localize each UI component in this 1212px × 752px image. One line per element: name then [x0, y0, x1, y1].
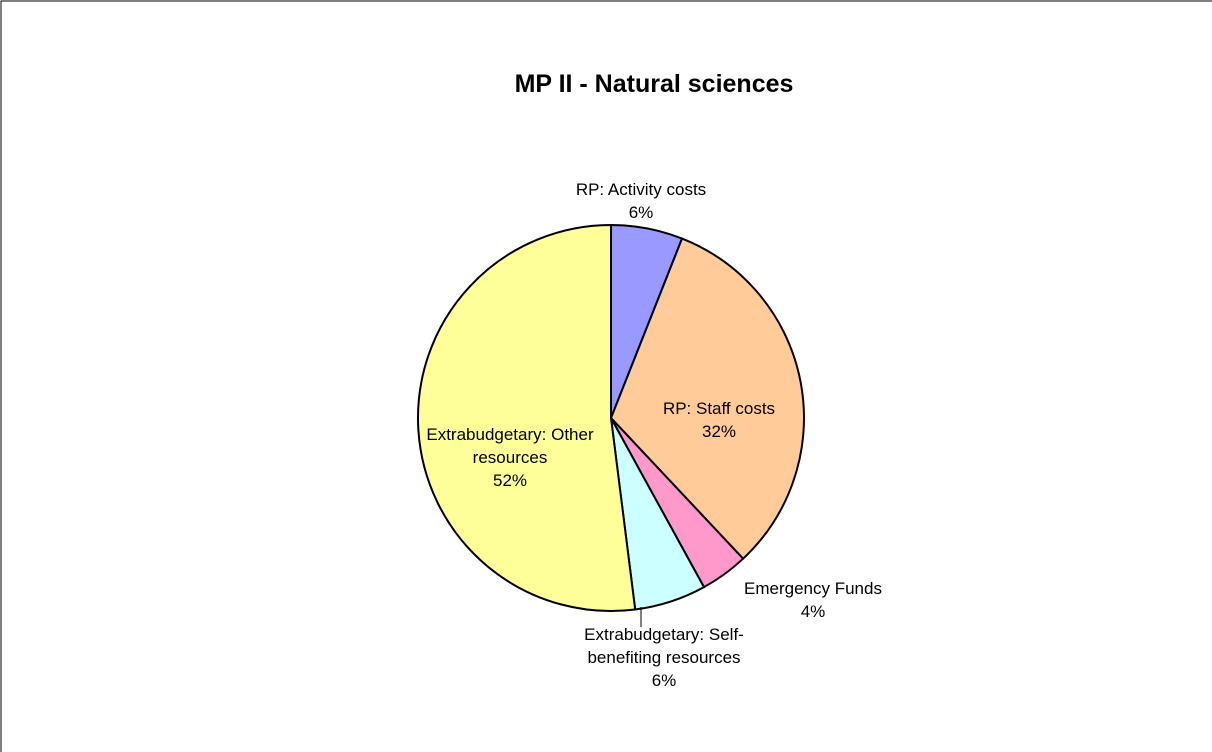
pie	[417, 224, 805, 612]
category-label: RP: Staff costs	[662, 399, 776, 418]
chart-title: MP II - Natural sciences	[514, 70, 794, 98]
slice-label: RP: Staff costs 32%	[619, 397, 819, 443]
slice-label: Emergency Funds 4%	[713, 577, 913, 623]
value-label: 4%	[800, 602, 826, 621]
category-label: Extrabudgetary: Other resources	[426, 425, 594, 467]
pie-slice	[417, 224, 637, 612]
slice-label: RP: Activity costs 6%	[531, 178, 751, 224]
value-label: 6%	[628, 203, 654, 222]
slice-label: Extrabudgetary: Self-benefiting resource…	[564, 623, 764, 692]
value-label: 52%	[492, 471, 528, 490]
value-label: 32%	[701, 422, 737, 441]
category-label: RP: Activity costs	[575, 180, 707, 199]
pie-slice	[610, 237, 805, 560]
value-label: 6%	[651, 671, 677, 690]
category-label: Extrabudgetary: Self-benefiting resource…	[584, 625, 744, 667]
category-label: Emergency Funds	[744, 579, 882, 598]
slice-label: Extrabudgetary: Other resources 52%	[425, 423, 595, 492]
